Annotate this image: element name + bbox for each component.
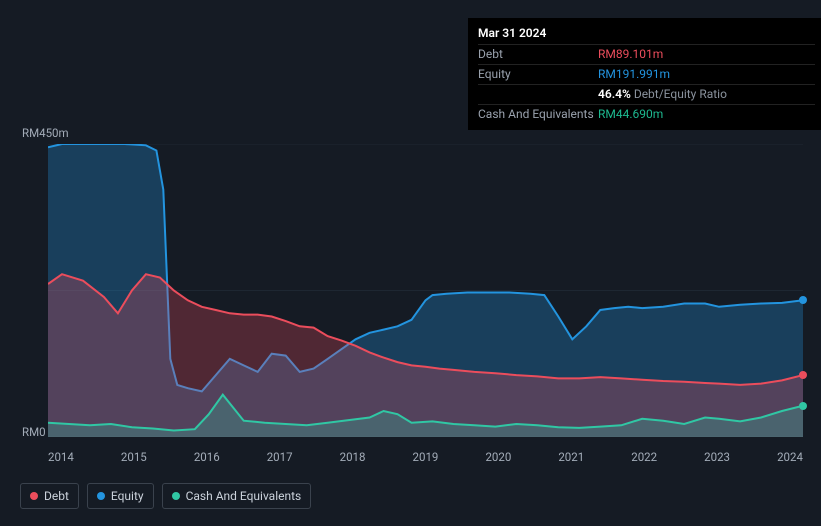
y-axis-label: RM0 xyxy=(22,425,46,439)
tooltip-label xyxy=(478,86,598,103)
tooltip-row: Cash And EquivalentsRM44.690m xyxy=(478,104,815,124)
legend-item-cash-and-equivalents[interactable]: Cash And Equivalents xyxy=(162,483,312,509)
legend-swatch-icon xyxy=(172,492,180,500)
tooltip-row: EquityRM191.991m xyxy=(478,64,815,84)
x-tick-label: 2021 xyxy=(558,450,584,464)
legend-label: Debt xyxy=(44,489,69,503)
tooltip-value: RM89.101m xyxy=(598,46,663,63)
x-tick-label: 2014 xyxy=(48,450,74,464)
x-tick-label: 2023 xyxy=(704,450,730,464)
series-endpoint-dot xyxy=(799,296,807,304)
x-tick-label: 2015 xyxy=(121,450,147,464)
tooltip-label: Equity xyxy=(478,66,598,83)
y-axis-label: RM450m xyxy=(22,126,69,140)
x-tick-label: 2022 xyxy=(631,450,657,464)
series-endpoint-dot xyxy=(799,402,807,410)
tooltip-date: Mar 31 2024 xyxy=(478,25,815,42)
tooltip-row: 46.4% Debt/Equity Ratio xyxy=(478,84,815,104)
x-tick-label: 2018 xyxy=(340,450,366,464)
x-tick-label: 2020 xyxy=(485,450,511,464)
x-tick-label: 2024 xyxy=(777,450,803,464)
legend-swatch-icon xyxy=(97,492,105,500)
x-axis: 2014 2015 2016 2017 2018 2019 2020 2021 2022 2023… xyxy=(48,450,803,464)
tooltip-row: DebtRM89.101m xyxy=(478,44,815,64)
legend-item-equity[interactable]: Equity xyxy=(87,483,154,509)
legend-item-debt[interactable]: Debt xyxy=(20,483,79,509)
x-tick-label: 2016 xyxy=(194,450,220,464)
tooltip-value: 46.4% Debt/Equity Ratio xyxy=(598,86,727,103)
tooltip-value: RM44.690m xyxy=(598,106,663,123)
tooltip-label: Debt xyxy=(478,46,598,63)
x-tick-label: 2019 xyxy=(413,450,439,464)
legend-swatch-icon xyxy=(30,492,38,500)
chart-legend: Debt Equity Cash And Equivalents xyxy=(20,483,311,509)
tooltip-label: Cash And Equivalents xyxy=(478,106,598,123)
x-tick-label: 2017 xyxy=(267,450,293,464)
debt-equity-chart xyxy=(48,144,803,437)
tooltip-value: RM191.991m xyxy=(598,66,670,83)
legend-label: Equity xyxy=(111,489,144,503)
chart-tooltip: Mar 31 2024DebtRM89.101mEquityRM191.991m… xyxy=(468,18,821,130)
series-endpoint-dot xyxy=(799,371,807,379)
legend-label: Cash And Equivalents xyxy=(186,489,302,503)
